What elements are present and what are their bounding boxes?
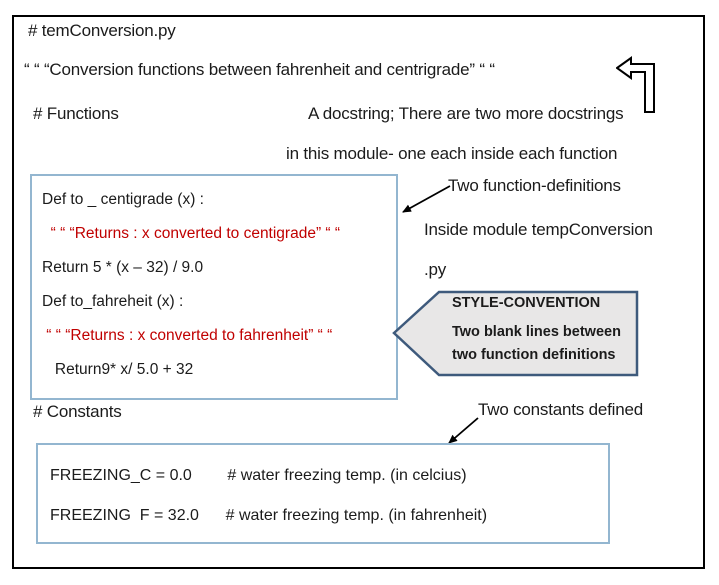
- elbow-arrow-icon: [616, 56, 655, 113]
- constants-annotation-arrow-icon: [448, 417, 479, 444]
- constants-code-box: FREEZING_C = 0.0 # water freezing temp. …: [36, 443, 610, 544]
- annotation-inside-module: Inside module tempConversion: [424, 220, 653, 239]
- module-filename-comment: # temConversion.py: [28, 21, 176, 40]
- code-line-def-centigrade: Def to _ centigrade (x) :: [42, 191, 204, 208]
- code-line-centigrade-docstring: “ “ “Returns : x converted to centigrade…: [42, 225, 341, 242]
- style-convention-callout-text: STYLE-CONVENTION Two blank lines between…: [452, 295, 632, 367]
- constant-line-freezing-c: FREEZING_C = 0.0 # water freezing temp. …: [50, 467, 467, 484]
- docstring-note-line1: A docstring; There are two more docstrin…: [308, 104, 624, 123]
- code-line-return-fahrenheit: Return9* x/ 5.0 + 32: [42, 361, 194, 378]
- module-docstring: “ “ “Conversion functions between fahren…: [24, 60, 495, 79]
- constants-comment: # Constants: [33, 402, 122, 421]
- code-line-def-fahrenheit: Def to_fahreheit (x) :: [42, 293, 184, 310]
- constant-line-freezing-f: FREEZING F = 32.0 # water freezing temp.…: [50, 507, 488, 524]
- annotation-py-suffix: .py: [424, 260, 447, 279]
- functions-comment: # Functions: [33, 104, 119, 123]
- callout-body-line1: Two blank lines between: [452, 324, 621, 340]
- code-line-return-centigrade: Return 5 * (x – 32) / 9.0: [42, 259, 204, 276]
- code-line-fahrenheit-docstring: “ “ “Returns : x converted to fahrenheit…: [42, 327, 333, 344]
- annotation-two-functions: Two function-definitions: [448, 176, 621, 195]
- callout-body-line2: two function definitions: [452, 347, 616, 363]
- annotation-two-constants: Two constants defined: [478, 400, 643, 419]
- style-convention-callout-shape: [392, 290, 639, 377]
- callout-title: STYLE-CONVENTION: [452, 295, 601, 311]
- outer-border: [12, 15, 705, 569]
- functions-code-box: Def to _ centigrade (x) : “ “ “Returns :…: [30, 174, 398, 400]
- docstring-note-line2: in this module- one each inside each fun…: [286, 144, 618, 163]
- functions-annotation-arrow-icon: [402, 185, 451, 213]
